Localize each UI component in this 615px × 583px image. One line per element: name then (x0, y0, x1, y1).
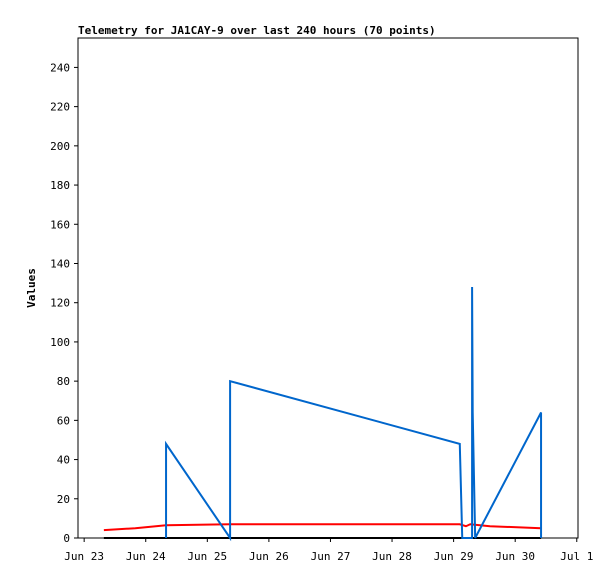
y-tick-label: 200 (50, 140, 70, 153)
x-tick-label: Jun 30 (495, 550, 535, 563)
x-tick-label: Jun 25 (187, 550, 227, 563)
x-tick-label: Jun 27 (311, 550, 351, 563)
series-line (103, 523, 542, 532)
y-tick-label: 160 (50, 218, 70, 231)
x-tick-label: Jun 28 (372, 550, 412, 563)
y-axis-label: Values (25, 268, 38, 308)
y-tick-label: 140 (50, 257, 70, 270)
y-tick-label: 80 (57, 375, 70, 388)
y-tick-label: 120 (50, 297, 70, 310)
y-tick-label: 240 (50, 61, 70, 74)
y-tick-label: 0 (63, 532, 70, 545)
x-tick-label: Jun 24 (126, 550, 166, 563)
y-tick-label: 180 (50, 179, 70, 192)
y-tick-label: 220 (50, 101, 70, 114)
chart-title: Telemetry for JA1CAY-9 over last 240 hou… (78, 24, 436, 37)
x-tick-label: Jun 29 (434, 550, 474, 563)
y-tick-label: 20 (57, 493, 70, 506)
series-line (165, 287, 543, 542)
y-tick-label: 60 (57, 414, 70, 427)
y-tick-label: 40 (57, 454, 70, 467)
y-tick-label: 100 (50, 336, 70, 349)
x-tick-label: Jun 26 (249, 550, 289, 563)
x-tick-label: Jun 23 (64, 550, 104, 563)
x-tick-label: Jul 1 (560, 550, 593, 563)
